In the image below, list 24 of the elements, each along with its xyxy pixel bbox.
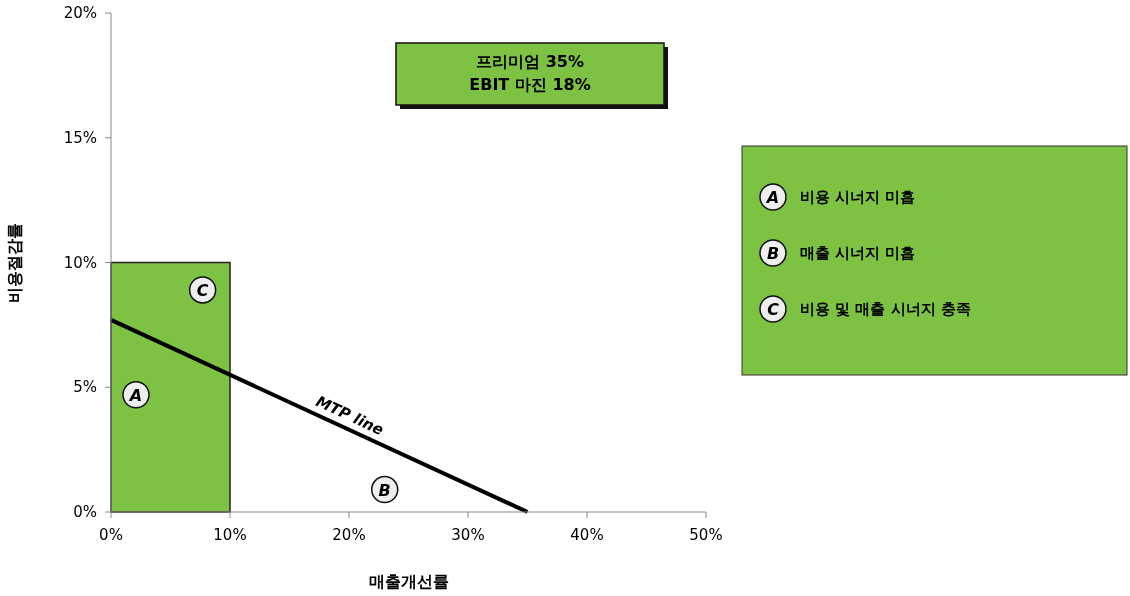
y-axis-title: 비용절감률 — [5, 222, 24, 303]
y-tick-label: 0% — [73, 503, 97, 521]
x-tick-label: 30% — [451, 526, 485, 544]
annotation: B — [378, 480, 391, 500]
x-tick-label: 10% — [213, 526, 247, 544]
annotation: C — [196, 280, 209, 300]
text: C — [767, 300, 779, 319]
x-tick-label: 50% — [689, 526, 723, 544]
annotation: 프리미엄 35% EBIT 마진 18% — [469, 52, 591, 94]
annotation: A — [127, 385, 143, 405]
x-tick-label: 0% — [99, 526, 123, 544]
text: 비용 시너지 미흡 — [800, 188, 916, 206]
y-tick-label: 20% — [63, 4, 97, 22]
y-tick-label: 15% — [63, 128, 97, 147]
text: MTP line — [312, 392, 387, 440]
text: 비용 및 매출 시너지 충족 — [800, 300, 971, 318]
y-tick-label: 5% — [73, 378, 97, 397]
x-tick-label: 20% — [332, 526, 366, 544]
x-axis-title: 매출개선률 — [368, 572, 449, 591]
text: 매출 시너지 미흡 — [800, 244, 916, 262]
text: B — [766, 244, 780, 263]
x-tick-label: 40% — [570, 526, 604, 544]
y-tick-label: 10% — [63, 253, 97, 272]
text: A — [766, 188, 780, 207]
